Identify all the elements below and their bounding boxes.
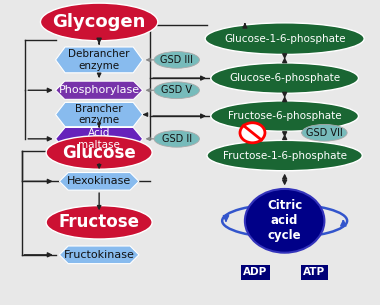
Ellipse shape <box>46 206 152 239</box>
Ellipse shape <box>302 124 347 141</box>
Ellipse shape <box>211 101 358 131</box>
Polygon shape <box>55 47 142 73</box>
Polygon shape <box>55 102 142 127</box>
Circle shape <box>245 189 325 253</box>
Polygon shape <box>59 173 139 190</box>
Text: GSD V: GSD V <box>161 85 192 95</box>
Text: Hexokinase: Hexokinase <box>67 176 131 186</box>
Text: GSD II: GSD II <box>162 134 192 144</box>
Text: GSD III: GSD III <box>160 55 193 65</box>
Text: Debrancher
enzyme: Debrancher enzyme <box>68 49 130 71</box>
Text: Fructose-1-6-phosphate: Fructose-1-6-phosphate <box>223 151 347 160</box>
Text: Fructose-6-phosphate: Fructose-6-phosphate <box>228 111 342 121</box>
Circle shape <box>240 123 265 143</box>
Text: Phosphorylase: Phosphorylase <box>59 85 140 95</box>
Ellipse shape <box>154 52 200 68</box>
Ellipse shape <box>205 23 364 54</box>
Text: Glucose-1-6-phosphate: Glucose-1-6-phosphate <box>224 34 345 44</box>
Text: Glucose: Glucose <box>62 143 136 162</box>
Ellipse shape <box>211 63 358 93</box>
Polygon shape <box>55 127 142 150</box>
Text: Glucose-6-phosphate: Glucose-6-phosphate <box>229 73 340 83</box>
Ellipse shape <box>207 140 362 171</box>
Text: Acid
maltase: Acid maltase <box>78 128 120 150</box>
Ellipse shape <box>154 82 200 99</box>
Text: Fructokinase: Fructokinase <box>64 250 135 260</box>
Text: GSD VII: GSD VII <box>306 128 343 138</box>
Polygon shape <box>55 81 142 99</box>
Ellipse shape <box>46 136 152 169</box>
Ellipse shape <box>40 3 158 41</box>
Text: ADP: ADP <box>243 267 267 278</box>
Ellipse shape <box>154 131 200 147</box>
Text: Citric
acid
cycle: Citric acid cycle <box>267 199 302 242</box>
Text: Glycogen: Glycogen <box>52 13 146 31</box>
Text: Fructose: Fructose <box>59 213 139 231</box>
Polygon shape <box>59 246 139 264</box>
Text: Brancher
enzyme: Brancher enzyme <box>75 104 123 125</box>
Text: ATP: ATP <box>303 267 325 278</box>
